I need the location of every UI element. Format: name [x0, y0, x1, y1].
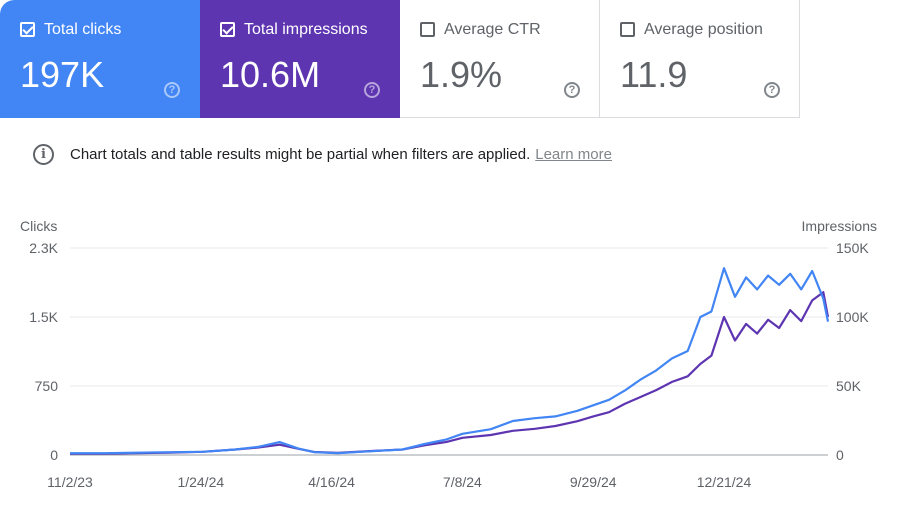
- help-icon[interactable]: ?: [764, 82, 780, 98]
- x-tick-label: 1/24/24: [177, 474, 224, 490]
- checkbox-checked-icon[interactable]: [220, 22, 235, 37]
- metric-card-average-position[interactable]: Average position 11.9 ?: [600, 0, 800, 118]
- metric-label: Total clicks: [44, 21, 122, 38]
- checkbox-checked-icon[interactable]: [20, 22, 35, 37]
- left-tick-label: 1.5K: [29, 309, 58, 325]
- x-tick-label: 9/29/24: [570, 474, 617, 490]
- left-tick-label: 2.3K: [29, 240, 58, 256]
- metric-card-average-ctr[interactable]: Average CTR 1.9% ?: [400, 0, 600, 118]
- right-tick-label: 0: [836, 447, 844, 463]
- left-tick-label: 750: [35, 378, 59, 394]
- checkbox-unchecked-icon[interactable]: [420, 22, 435, 37]
- partial-data-notice: i Chart totals and table results might b…: [33, 141, 612, 167]
- left-axis-title: Clicks: [20, 218, 57, 234]
- metric-card-total-clicks[interactable]: Total clicks 197K ?: [0, 0, 200, 118]
- metric-label: Average position: [644, 21, 763, 38]
- left-tick-label: 0: [50, 447, 58, 463]
- x-tick-label: 11/2/23: [47, 474, 93, 490]
- right-tick-label: 100K: [836, 309, 869, 325]
- impressions-line: [70, 291, 830, 455]
- metric-label: Total impressions: [244, 21, 368, 38]
- help-icon[interactable]: ?: [164, 82, 180, 98]
- help-icon[interactable]: ?: [564, 82, 580, 98]
- performance-chart: Clicks Impressions 0 750 1.5K 2.3K 0 50K 100K 150…: [20, 218, 877, 490]
- right-tick-label: 50K: [836, 378, 862, 394]
- x-tick-label: 7/8/24: [443, 474, 482, 490]
- metric-cards: Total clicks 197K ? Total impressions 10…: [0, 0, 800, 118]
- metric-label: Average CTR: [444, 21, 541, 38]
- checkbox-unchecked-icon[interactable]: [620, 22, 635, 37]
- x-tick-label: 4/16/24: [308, 474, 355, 490]
- clicks-line: [70, 267, 830, 455]
- help-icon[interactable]: ?: [364, 82, 380, 98]
- metric-value: 1.9%: [420, 54, 503, 95]
- notice-text: Chart totals and table results might be …: [70, 145, 531, 163]
- right-tick-label: 150K: [836, 240, 869, 256]
- x-tick-label: 12/21/24: [697, 474, 752, 490]
- metric-card-total-impressions[interactable]: Total impressions 10.6M ?: [200, 0, 400, 118]
- metric-value: 11.9: [620, 54, 688, 95]
- metric-value: 197K: [20, 54, 105, 95]
- learn-more-link[interactable]: Learn more: [535, 145, 612, 163]
- right-axis-title: Impressions: [802, 218, 877, 234]
- metric-value: 10.6M: [220, 54, 321, 95]
- info-icon: i: [33, 143, 54, 165]
